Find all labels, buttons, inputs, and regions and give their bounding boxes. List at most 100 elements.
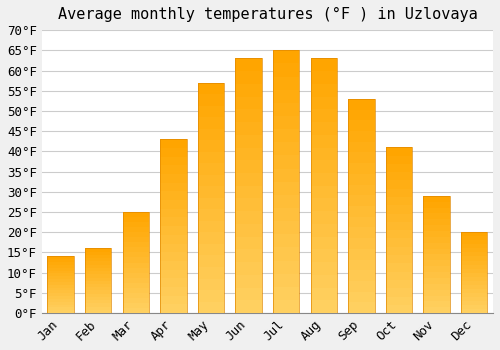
Bar — [386, 156, 412, 164]
Bar — [48, 299, 74, 302]
Bar — [122, 232, 149, 237]
Bar — [236, 237, 262, 250]
Bar — [122, 303, 149, 308]
Bar — [236, 71, 262, 84]
Bar — [273, 274, 299, 287]
Bar — [48, 282, 74, 285]
Bar — [273, 208, 299, 221]
Bar — [386, 296, 412, 305]
Bar — [461, 289, 487, 293]
Bar — [85, 307, 112, 310]
Bar — [236, 58, 262, 71]
Bar — [198, 302, 224, 313]
Bar — [122, 268, 149, 273]
Bar — [160, 235, 186, 244]
Bar — [424, 237, 450, 243]
Bar — [160, 174, 186, 183]
Bar — [48, 310, 74, 313]
Bar — [461, 297, 487, 301]
Bar — [85, 278, 112, 281]
Bar — [310, 211, 337, 224]
Bar — [461, 240, 487, 244]
Bar — [273, 116, 299, 129]
Bar — [85, 294, 112, 297]
Bar — [273, 260, 299, 274]
Bar — [386, 263, 412, 272]
Bar — [160, 296, 186, 304]
Bar — [310, 288, 337, 300]
Bar — [424, 243, 450, 248]
Bar — [348, 249, 374, 259]
Bar — [461, 285, 487, 289]
Bar — [386, 255, 412, 263]
Bar — [48, 259, 74, 262]
Bar — [48, 262, 74, 265]
Bar — [48, 293, 74, 296]
Bar — [236, 300, 262, 313]
Bar — [461, 309, 487, 313]
Bar — [122, 273, 149, 278]
Bar — [461, 252, 487, 257]
Bar — [160, 304, 186, 313]
Bar — [424, 219, 450, 225]
Bar — [424, 254, 450, 260]
Bar — [85, 261, 112, 265]
Bar — [122, 288, 149, 293]
Bar — [198, 232, 224, 244]
Bar — [461, 265, 487, 268]
Bar — [310, 250, 337, 262]
Bar — [273, 103, 299, 116]
Bar — [198, 221, 224, 232]
Bar — [424, 278, 450, 284]
Bar — [198, 129, 224, 140]
Bar — [348, 163, 374, 174]
Bar — [48, 257, 74, 259]
Bar — [424, 266, 450, 272]
Bar — [85, 248, 112, 313]
Bar — [122, 262, 149, 268]
Bar — [85, 290, 112, 294]
Bar — [310, 186, 337, 198]
Bar — [122, 212, 149, 217]
Bar — [348, 217, 374, 228]
Bar — [348, 195, 374, 206]
Bar — [236, 198, 262, 211]
Bar — [160, 244, 186, 252]
Bar — [348, 292, 374, 302]
Bar — [386, 272, 412, 280]
Bar — [160, 252, 186, 261]
Bar — [310, 109, 337, 122]
Bar — [122, 258, 149, 262]
Bar — [48, 257, 74, 313]
Bar — [310, 300, 337, 313]
Bar — [198, 140, 224, 152]
Bar — [160, 191, 186, 200]
Bar — [348, 184, 374, 195]
Bar — [236, 135, 262, 147]
Bar — [273, 169, 299, 182]
Bar — [198, 279, 224, 290]
Bar — [48, 276, 74, 279]
Bar — [85, 248, 112, 252]
Bar — [273, 63, 299, 77]
Bar — [310, 135, 337, 147]
Bar — [236, 160, 262, 173]
Bar — [461, 232, 487, 236]
Bar — [85, 255, 112, 258]
Bar — [386, 147, 412, 156]
Bar — [273, 50, 299, 63]
Bar — [122, 212, 149, 313]
Bar — [160, 278, 186, 287]
Bar — [85, 274, 112, 278]
Bar — [348, 302, 374, 313]
Bar — [198, 256, 224, 267]
Bar — [48, 296, 74, 299]
Bar — [85, 281, 112, 284]
Bar — [85, 287, 112, 290]
Bar — [424, 231, 450, 237]
Bar — [348, 206, 374, 217]
Bar — [160, 139, 186, 313]
Title: Average monthly temperatures (°F ) in Uzlovaya: Average monthly temperatures (°F ) in Uz… — [58, 7, 478, 22]
Bar — [48, 271, 74, 273]
Bar — [160, 270, 186, 278]
